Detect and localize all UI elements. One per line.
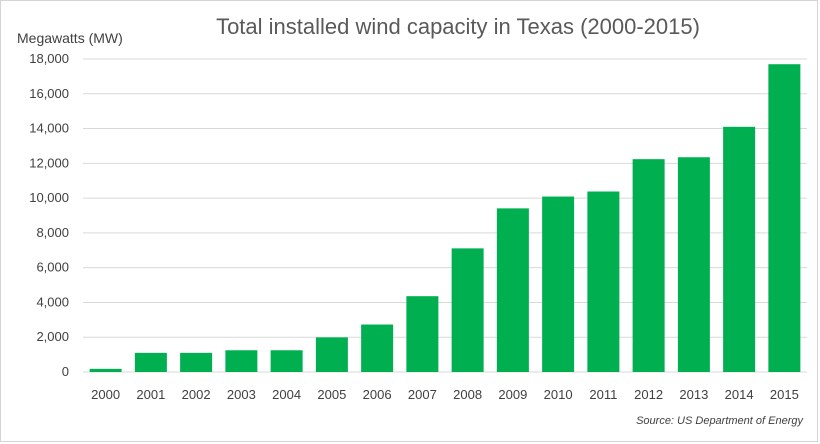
y-tick-label: 16,000 <box>29 86 69 101</box>
y-tick-label: 4,000 <box>36 294 69 309</box>
chart-title: Total installed wind capacity in Texas (… <box>216 14 700 39</box>
y-tick-label: 8,000 <box>36 225 69 240</box>
bar <box>768 64 801 372</box>
x-tick-label: 2003 <box>227 387 256 402</box>
bar <box>315 337 348 372</box>
y-tick-label: 10,000 <box>29 190 69 205</box>
x-tick-label: 2009 <box>498 387 527 402</box>
x-tick-label: 2012 <box>634 387 663 402</box>
x-tick-label: 2008 <box>453 387 482 402</box>
bar <box>632 159 665 372</box>
bar <box>270 350 303 372</box>
x-tick-label: 2000 <box>91 387 120 402</box>
bar <box>723 126 756 372</box>
x-tick-label: 2014 <box>725 387 754 402</box>
x-tick-label: 2001 <box>136 387 165 402</box>
x-axis-ticks: 2000 2001 2002 2003 2004 2005 2006 2007 2008 2009… <box>91 387 799 402</box>
gridlines <box>83 58 807 373</box>
bar <box>225 350 258 372</box>
bar <box>89 368 122 372</box>
bar <box>496 208 529 372</box>
x-tick-label: 2011 <box>589 387 617 402</box>
y-tick-label: 6,000 <box>36 260 69 275</box>
y-tick-label: 18,000 <box>29 51 69 66</box>
x-tick-label: 2010 <box>544 387 573 402</box>
x-tick-label: 2004 <box>272 387 301 402</box>
bar <box>406 296 439 372</box>
y-tick-label: 2,000 <box>36 329 69 344</box>
bar <box>361 324 394 372</box>
bar <box>542 196 575 372</box>
bar <box>180 352 213 372</box>
bar <box>587 191 620 372</box>
x-tick-label: 2015 <box>770 387 799 402</box>
y-axis-label: Megawatts (MW) <box>17 30 123 46</box>
source-note: Source: US Department of Energy <box>636 415 804 427</box>
y-tick-label: 0 <box>62 364 69 379</box>
x-tick-label: 2002 <box>182 387 211 402</box>
y-axis-ticks: 0 2,000 4,000 6,000 8,000 10,000 12,000 14,000 1… <box>29 51 69 379</box>
bars <box>89 64 801 372</box>
x-tick-label: 2006 <box>363 387 392 402</box>
bar <box>677 157 710 372</box>
x-tick-label: 2005 <box>317 387 346 402</box>
bar <box>134 352 167 372</box>
x-tick-label: 2013 <box>679 387 708 402</box>
x-tick-label: 2007 <box>408 387 437 402</box>
bar <box>451 248 484 372</box>
y-tick-label: 12,000 <box>29 155 69 170</box>
y-tick-label: 14,000 <box>29 121 69 136</box>
